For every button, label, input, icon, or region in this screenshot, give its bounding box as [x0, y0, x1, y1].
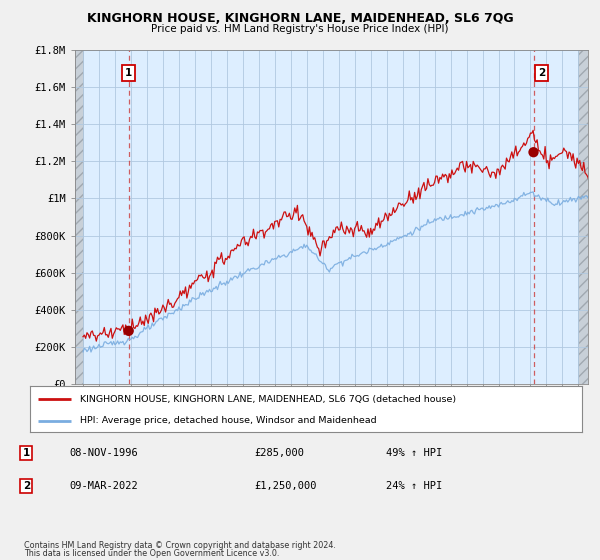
Text: 24% ↑ HPI: 24% ↑ HPI: [386, 481, 443, 491]
Text: KINGHORN HOUSE, KINGHORN LANE, MAIDENHEAD, SL6 7QG: KINGHORN HOUSE, KINGHORN LANE, MAIDENHEA…: [86, 12, 514, 25]
Point: [529, 148, 538, 157]
Text: 1: 1: [125, 68, 133, 78]
Bar: [578, 50, 588, 384]
Text: 08-NOV-1996: 08-NOV-1996: [70, 448, 139, 458]
Text: Price paid vs. HM Land Registry's House Price Index (HPI): Price paid vs. HM Land Registry's House …: [151, 24, 449, 34]
Text: £285,000: £285,000: [254, 448, 304, 458]
Text: 49% ↑ HPI: 49% ↑ HPI: [386, 448, 443, 458]
Point: [124, 326, 133, 335]
Text: KINGHORN HOUSE, KINGHORN LANE, MAIDENHEAD, SL6 7QG (detached house): KINGHORN HOUSE, KINGHORN LANE, MAIDENHEA…: [80, 395, 456, 404]
Text: £1,250,000: £1,250,000: [254, 481, 316, 491]
Text: This data is licensed under the Open Government Licence v3.0.: This data is licensed under the Open Gov…: [24, 549, 280, 558]
Text: HPI: Average price, detached house, Windsor and Maidenhead: HPI: Average price, detached house, Wind…: [80, 416, 376, 426]
Text: 1: 1: [23, 448, 30, 458]
Text: Contains HM Land Registry data © Crown copyright and database right 2024.: Contains HM Land Registry data © Crown c…: [24, 541, 336, 550]
Text: 09-MAR-2022: 09-MAR-2022: [70, 481, 139, 491]
Text: 2: 2: [538, 68, 545, 78]
Text: 2: 2: [23, 481, 30, 491]
Bar: [75, 50, 83, 384]
